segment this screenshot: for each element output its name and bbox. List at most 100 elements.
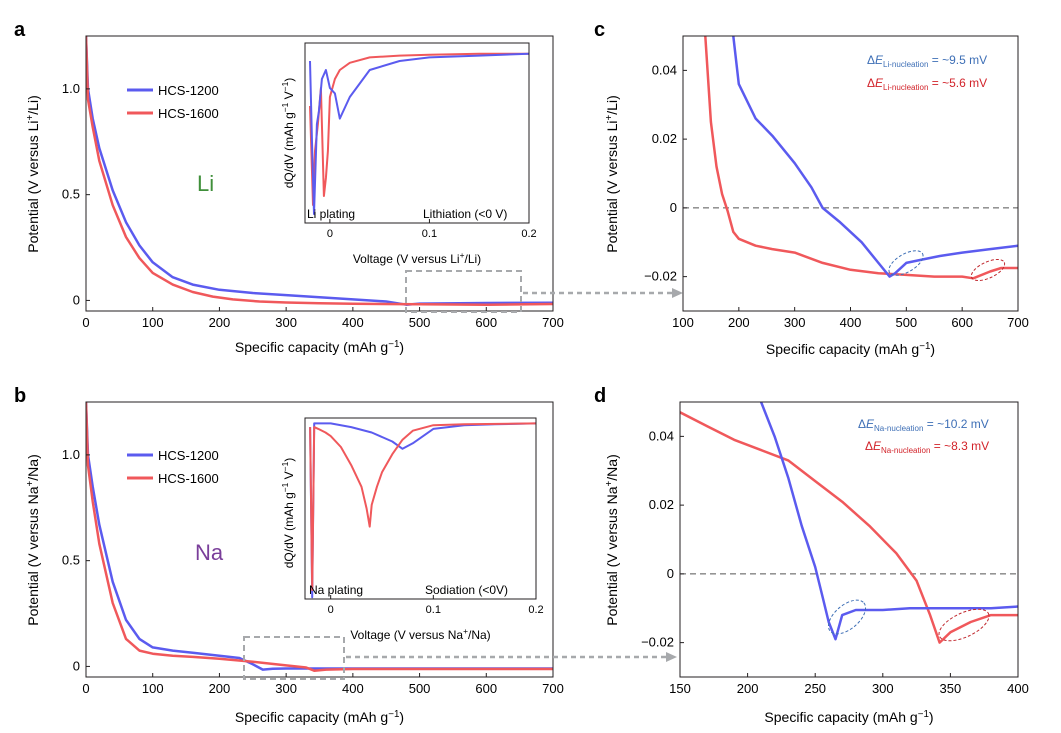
annotation-d-red-value: = ~8.3 mV	[930, 439, 989, 453]
panel-c-xtick-label: 100	[672, 315, 694, 330]
panel-a-frame	[85, 35, 554, 312]
panel-b-xtick-label: 400	[342, 681, 364, 696]
panel-d-ytick-label: −0.02	[641, 635, 674, 650]
panel-a-plot: 0 100 200 300 400 500 600 700 0 0.5 1.0 Potential (…	[25, 35, 564, 356]
inset-b-left-label: Na plating	[309, 583, 363, 597]
panel-c-xtick-label: 500	[895, 315, 917, 330]
panel-c-xtick-label: 700	[1007, 315, 1029, 330]
panel-letter-b: b	[14, 385, 26, 407]
inset-a-bg	[305, 43, 529, 223]
panel-d-xtick-label: 400	[1007, 681, 1029, 696]
nucleation-ellipse-d-red	[938, 608, 990, 642]
panel-b-xtick-label: 300	[275, 681, 297, 696]
annotation-d-blue-sub: Na-nucleation	[874, 424, 923, 433]
panel-c-ytick-label: 0.04	[652, 62, 677, 77]
legend-b: HCS-1200 HCS-1600	[127, 448, 219, 486]
panel-letter-c: c	[594, 19, 605, 41]
panel-a-ytick-label: 0	[73, 292, 80, 307]
panel-c-xlabel: Specific capacity (mAh g−1)	[766, 341, 935, 358]
panel-a-ytick-label: 0.5	[62, 187, 80, 202]
nucleation-ellipse-c-blue	[888, 250, 924, 276]
nucleation-ellipse-d-blue	[827, 599, 867, 635]
inset-a-ylabel: dQ/dV (mAh g−1 V−1)	[280, 78, 296, 189]
panel-c-ytick-label: 0	[670, 200, 677, 215]
inset-a-xtick-label: 0.1	[422, 228, 437, 240]
panel-a-series-hcs1600	[86, 36, 553, 306]
panel-d-xtick-label: 250	[804, 681, 826, 696]
legend-a-s1: HCS-1200	[158, 83, 219, 98]
panel-c-xtick-label: 600	[951, 315, 973, 330]
panel-d-series-hcs1200	[759, 402, 1018, 641]
panel-a-xtick-label: 0	[82, 315, 89, 330]
inset-a-right-label: Lithiation (<0 V)	[423, 207, 507, 221]
panel-b-xtick-label: 500	[409, 681, 431, 696]
inset-b-xtick-label: 0.2	[528, 604, 543, 616]
panel-b-frame	[85, 401, 554, 678]
annotation-c-blue-value: = ~9.5 mV	[928, 53, 987, 67]
legend-b-s2: HCS-1600	[158, 471, 219, 486]
inset-b-series-hcs1200	[309, 422, 536, 599]
panel-b-ytick-label: 1.0	[62, 447, 80, 462]
inset-a-series-hcs1200	[309, 52, 529, 215]
legend-a-s2: HCS-1600	[158, 106, 219, 121]
nucleation-ellipse-c-red	[970, 258, 1006, 282]
panel-c-xtick-label: 200	[728, 315, 750, 330]
zoom-arrow-b-head	[666, 652, 677, 662]
annotation-d-red: ΔENa-nucleation = ~8.3 mV	[865, 439, 989, 455]
panel-a-xtick-label: 400	[342, 315, 364, 330]
annotation-d-blue-value: = ~10.2 mV	[923, 417, 988, 431]
panel-d-xlabel: Specific capacity (mAh g−1)	[764, 709, 933, 726]
legend-a: HCS-1200 HCS-1600	[127, 83, 219, 121]
annotation-c-red: ΔELi-nucleation = ~5.6 mV	[867, 76, 987, 92]
panel-b-series-hcs1600	[86, 402, 553, 672]
panel-c-xtick-label: 400	[840, 315, 862, 330]
panel-b-xtick-label: 200	[209, 681, 231, 696]
annotation-c-blue-sub: Li-nucleation	[883, 60, 928, 69]
inset-b-bg	[305, 418, 536, 599]
panel-c-xtick-label: 300	[784, 315, 806, 330]
panel-c-series-hcs1200	[732, 36, 1018, 278]
annotation-c-blue: ΔELi-nucleation = ~9.5 mV	[867, 53, 987, 69]
panel-b-ylabel: Potential (V versus Na+/Na)	[25, 454, 42, 625]
inset-a-xlabel: Voltage (V versus Li+/Li)	[353, 250, 481, 266]
inset-a-xtick-label: 0	[327, 228, 333, 240]
panel-d-ylabel: Potential (V versus Na+/Na)	[604, 454, 621, 625]
panel-a-xlabel: Specific capacity (mAh g−1)	[235, 339, 404, 356]
inset-a-frame	[304, 42, 530, 224]
panel-letter-d: d	[594, 385, 606, 407]
na-element-label: Na	[195, 540, 224, 565]
panel-d-ytick-label: 0	[667, 566, 674, 581]
panel-d-frame	[679, 401, 1019, 678]
panel-d-series-hcs1600	[680, 411, 1018, 644]
li-element-label: Li	[197, 171, 214, 196]
inset-b-ylabel: dQ/dV (mAh g−1 V−1)	[280, 458, 296, 569]
annotation-d-red-sub: Na-nucleation	[881, 446, 930, 455]
panel-letter-a: a	[14, 19, 26, 41]
panel-d-xtick-label: 200	[737, 681, 759, 696]
annotation-c-red-value: = ~5.6 mV	[928, 76, 987, 90]
inset-b-series-hcs1600	[309, 422, 536, 591]
panel-c-plot: 100 200 300 400 500 600 700 0.04 0.02 0 −0.02 Poten…	[604, 35, 1029, 358]
panel-a-xtick-label: 200	[209, 315, 231, 330]
panel-c-ytick-label: −0.02	[644, 269, 677, 284]
panel-c-ylabel: Potential (V versus Li+/Li)	[604, 95, 621, 252]
panel-b-xtick-label: 700	[542, 681, 564, 696]
inset-a-xtick-label: 0.2	[521, 228, 536, 240]
panel-b-xtick-label: 0	[82, 681, 89, 696]
zoom-box-a	[405, 270, 522, 313]
panel-c-ytick-label: 0.02	[652, 131, 677, 146]
zoom-arrow-a-head	[672, 288, 683, 298]
panel-d-xtick-label: 350	[940, 681, 962, 696]
annotation-d-blue: ΔENa-nucleation = ~10.2 mV	[858, 417, 989, 433]
panel-d-xtick-label: 300	[872, 681, 894, 696]
inset-b-frame	[304, 417, 537, 600]
panel-b-plot: 0 100 200 300 400 500 600 700 0 0.5 1.0 Potential (…	[25, 401, 564, 725]
panel-a-xtick-label: 700	[542, 315, 564, 330]
panel-a-xtick-label: 300	[275, 315, 297, 330]
panel-d-xtick-label: 150	[669, 681, 691, 696]
panel-b-ytick-label: 0	[73, 658, 80, 673]
panel-a-xtick-label: 100	[142, 315, 164, 330]
zoom-box-b	[243, 636, 345, 680]
panel-a-xtick-label: 500	[409, 315, 431, 330]
panel-d-plot: 150 200 250 300 350 400 0.04 0.02 0 −0.02 Potentia…	[604, 401, 1029, 726]
